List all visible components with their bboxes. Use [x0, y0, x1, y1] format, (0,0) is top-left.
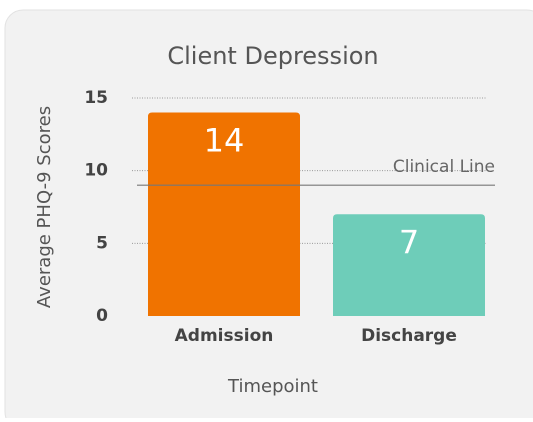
- y-tick-label: 10: [84, 161, 108, 181]
- y-tick-label: 15: [84, 88, 108, 108]
- x-axis-label: Timepoint: [227, 376, 318, 397]
- y-tick-label: 5: [96, 233, 108, 253]
- x-tick-label: Admission: [175, 326, 274, 346]
- x-tick-label: Discharge: [361, 326, 457, 346]
- value-label: 7: [399, 223, 419, 261]
- value-label: 14: [204, 122, 245, 160]
- y-tick-label: 0: [96, 306, 108, 326]
- reference-label: Clinical Line: [393, 157, 495, 177]
- bar: [333, 214, 485, 316]
- y-axis-label: Average PHQ-9 Scores: [34, 106, 55, 308]
- bar: [148, 112, 300, 317]
- chart-title: Client Depression: [167, 42, 378, 70]
